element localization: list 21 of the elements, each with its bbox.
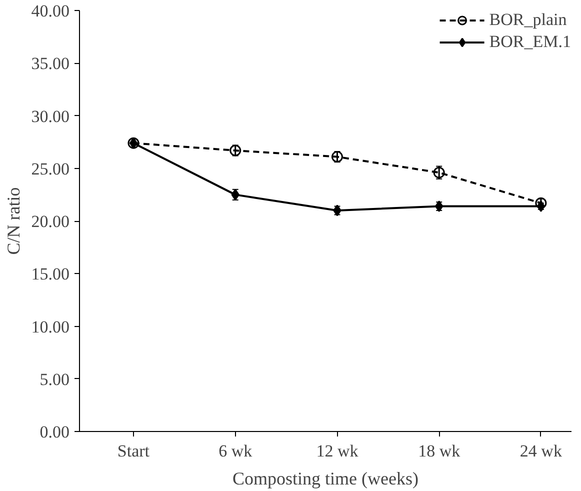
y-tick-label: 0.00: [40, 422, 70, 442]
y-tick-label: 30.00: [31, 106, 70, 126]
x-tick-label: 6 wk: [218, 442, 253, 460]
x-tick-label: 18 wk: [418, 442, 461, 460]
y-tick-label: 10.00: [31, 317, 70, 336]
x-axis-title: Composting time (weeks): [232, 468, 418, 488]
x-tick-label: 12 wk: [316, 442, 359, 460]
y-tick-label: 40.00: [31, 2, 70, 20]
y-tick-label: 5.00: [40, 370, 70, 389]
y-tick-label: 25.00: [31, 159, 70, 178]
point: [331, 151, 343, 163]
y-tick-label: 20.00: [31, 212, 70, 231]
point: [230, 144, 242, 156]
x-tick-label: 24 wk: [520, 442, 562, 460]
y-axis-title: C/N ratio: [3, 187, 24, 255]
point: [433, 166, 445, 178]
x-tick-label: Start: [117, 442, 150, 460]
y-tick-label: 35.00: [31, 54, 70, 74]
legend-label: BOR_EM.1: [489, 32, 571, 52]
legend-label: BOR_plain: [489, 10, 567, 30]
y-tick-label: 15.00: [31, 264, 70, 284]
